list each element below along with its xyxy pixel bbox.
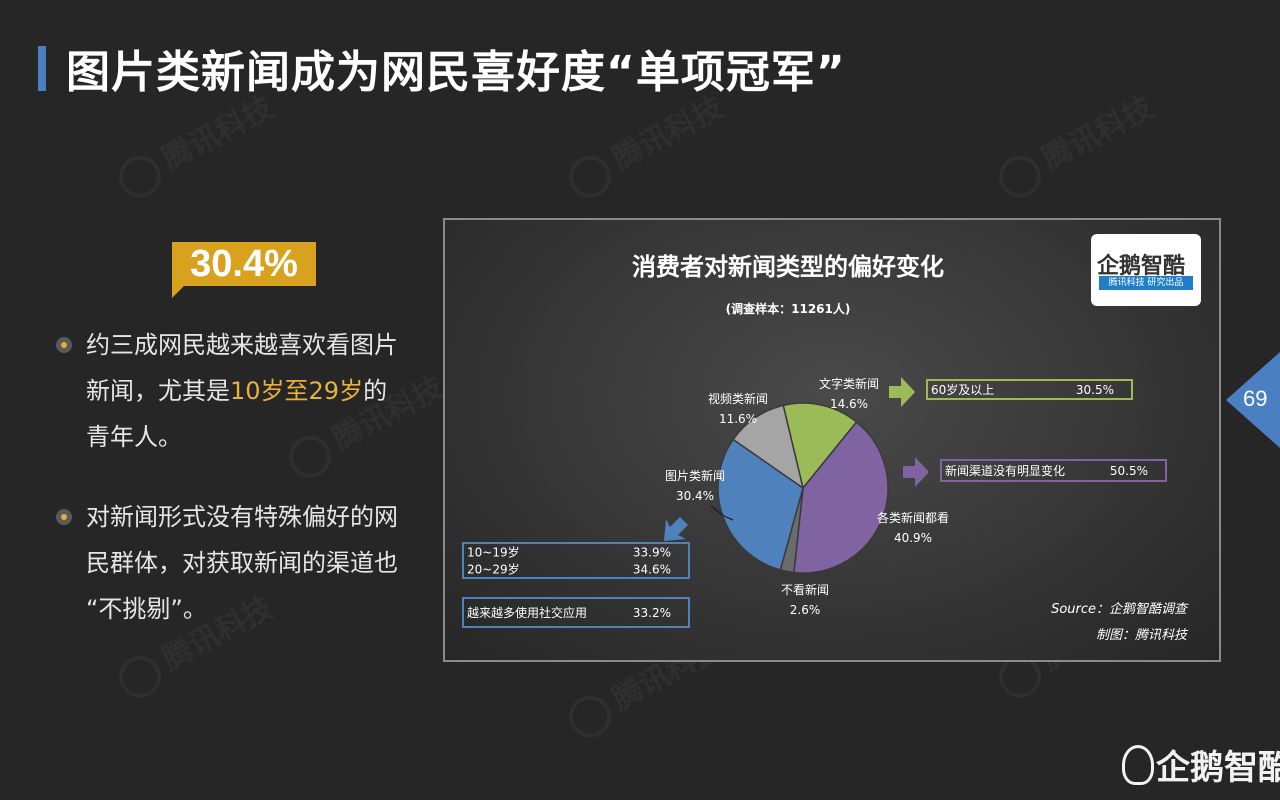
chart-source: Source：企鹅智酷调查 [1051,601,1189,617]
bullet-line: 民群体，对获取新闻的渠道也 [86,540,416,586]
corner-brand-logo: 企鹅智酷 [1122,740,1280,789]
watermark-text: 腾讯科技 [607,90,729,177]
callout-box [462,542,690,579]
callout-box [940,459,1167,482]
watermark-icon [111,147,169,205]
callout-arrow-icon [903,457,929,487]
slice-value: 30.4% [676,489,714,503]
slice-label: 各类新闻都看 [877,510,949,525]
watermark-icon [561,147,619,205]
page-number-tab [1226,352,1280,448]
bullet-dot-icon [56,337,72,353]
pie-slice [717,438,804,571]
corner-brand-text: 企鹅智酷 [1156,748,1280,788]
watermark: 腾讯科技 [109,83,281,205]
title-accent-bar [38,46,46,91]
bullet-line: 约三成网民越来越喜欢看图片 [86,322,416,368]
callout-arrow-icon [889,377,915,407]
callout-value: 33.9% [633,546,671,560]
bullet-line: 对新闻形式没有特殊偏好的网 [86,494,416,540]
callout-arrow-icon [664,517,688,541]
chart-credit: 制图：腾讯科技 [1096,628,1189,643]
bullet-point-2: 对新闻形式没有特殊偏好的网 民群体，对获取新闻的渠道也 “不挑剔”。 [56,494,416,632]
page-title: 图片类新闻成为网民喜好度“单项冠军” [66,47,846,98]
text-segment: 约三成网民越来越喜欢看图片 [86,331,398,359]
bullet-text: 对新闻形式没有特殊偏好的网 民群体，对获取新闻的渠道也 “不挑剔”。 [86,494,416,632]
slice-label: 视频类新闻 [708,391,768,406]
watermark-icon [111,647,169,705]
watermark-text: 腾讯科技 [157,90,279,177]
callout-value: 33.2% [633,606,671,620]
bullet-text: 约三成网民越来越喜欢看图片 新闻，尤其是10岁至29岁的 青年人。 [86,322,416,460]
pie-slice [793,420,889,574]
logo-name: 企鹅智酷 [1097,254,1186,279]
bullet-line: “不挑剔”。 [86,586,416,632]
text-segment: 的 [363,377,388,405]
pie-slice [732,404,805,490]
bullet-dot-icon [56,509,72,525]
highlight-text: 10岁至29岁 [230,377,364,405]
bullet-line: 青年人。 [86,414,416,460]
penguin-icon [1122,745,1154,785]
watermark: 腾讯科技 [989,83,1161,205]
callout-value: 34.6% [633,563,671,577]
callout-box [462,597,690,628]
chart-panel: 消费者对新闻类型的偏好变化 (调查样本：11261人) 文字类新闻 14.6% 各类新闻… [443,218,1221,662]
chart-subtitle: (调查样本：11261人) [726,301,851,316]
slice-value: 14.6% [830,397,868,411]
leader-line [710,505,734,521]
highlight-stat-badge: 30.4% [172,242,316,286]
text-segment: 青年人。 [86,423,182,451]
callout-label: 20~29岁 [467,562,520,577]
text-segment: 对新闻形式没有特殊偏好的网 [86,503,398,531]
callout-label: 越来越多使用社交应用 [467,605,587,620]
bullet-line: 新闻，尤其是10岁至29岁的 [86,368,416,414]
callout-box [926,379,1133,400]
slice-label: 文字类新闻 [819,376,879,391]
qiehu-zhiku-logo: 企鹅智酷 腾讯科技 研究出品 [1091,234,1201,306]
bullet-point-1: 约三成网民越来越喜欢看图片 新闻，尤其是10岁至29岁的 青年人。 [56,322,416,460]
watermark-icon [561,687,619,745]
watermark-icon [991,147,1049,205]
slice-value: 11.6% [719,412,757,426]
page-number: 69 [1243,386,1268,411]
watermark: 腾讯科技 [559,83,731,205]
watermark-text: 腾讯科技 [1037,90,1159,177]
slice-label: 不看新闻 [781,582,829,597]
callout-label: 新闻渠道没有明显变化 [945,463,1065,478]
slice-value: 40.9% [894,531,932,545]
logo-tag: 腾讯科技 研究出品 [1099,276,1193,290]
slice-value: 2.6% [790,603,821,617]
text-segment: 民群体，对获取新闻的渠道也 [86,549,398,577]
callout-value: 50.5% [1110,464,1148,478]
pie-chart: 消费者对新闻类型的偏好变化 (调查样本：11261人) 文字类新闻 14.6% 各类新闻… [462,253,1189,643]
badge-tail [172,286,184,298]
pie-slice [782,402,858,490]
callout-value: 30.5% [1076,383,1114,397]
text-segment: “不挑剔”。 [86,595,207,623]
chart-title: 消费者对新闻类型的偏好变化 [632,253,944,281]
callout-label: 60岁及以上 [931,382,994,397]
slice-label: 图片类新闻 [665,468,725,483]
callout-label: 10~19岁 [467,545,520,560]
text-segment: 新闻，尤其是 [86,377,230,405]
